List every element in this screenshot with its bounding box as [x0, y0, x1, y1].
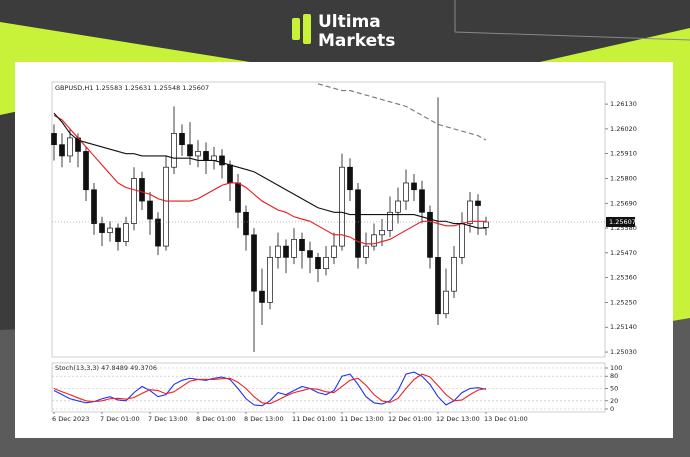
candle-body	[251, 234, 257, 292]
candle-body	[427, 211, 433, 258]
panel	[15, 62, 673, 438]
candle-body	[107, 227, 113, 233]
x-tick-label: 7 Dec 01:00	[100, 415, 140, 423]
candle-body	[163, 166, 169, 247]
candle-body	[475, 200, 481, 206]
candle-body	[203, 151, 209, 161]
candle-body	[395, 200, 401, 213]
line	[53, 114, 486, 245]
y-tick-label: 80	[610, 372, 618, 380]
candle-body	[83, 151, 89, 191]
candle-body	[115, 227, 121, 242]
y-tick-label: 1.25140	[610, 323, 637, 331]
candle-body	[299, 238, 305, 251]
candle-body	[123, 223, 129, 242]
candle-body	[243, 211, 249, 236]
candle-body	[267, 257, 273, 303]
x-tick-label: 12 Dec 13:00	[436, 415, 480, 423]
y-tick-label: 1.25250	[610, 298, 637, 306]
x-tick-label: 8 Dec 01:00	[196, 415, 236, 423]
x-tick-label: 11 Dec 13:00	[340, 415, 384, 423]
candle-body	[411, 182, 417, 191]
candle-body	[67, 137, 73, 157]
candle-body	[347, 166, 353, 191]
y-tick-label: 1.25580	[610, 224, 637, 232]
x-tick-label: 8 Dec 13:00	[244, 415, 284, 423]
candle-body	[379, 229, 385, 236]
x-tick-label: 11 Dec 01:00	[292, 415, 336, 423]
candle-body	[131, 178, 137, 224]
x-tick-label: 7 Dec 13:00	[148, 415, 188, 423]
candle-body	[443, 290, 449, 315]
candle-body	[323, 257, 329, 269]
candle-body	[99, 223, 105, 233]
candle-body	[315, 257, 321, 269]
candle-body	[339, 166, 345, 247]
candle-body	[483, 221, 489, 228]
candle-body	[91, 189, 97, 224]
candle-body	[227, 164, 233, 184]
candle-body	[355, 189, 361, 258]
decor-line	[454, 0, 690, 41]
candle-body	[139, 178, 145, 202]
y-tick-label: 1.25470	[610, 249, 637, 257]
y-tick-label: 20	[610, 397, 618, 405]
y-tick-label: 1.25910	[610, 150, 637, 158]
price-frame	[51, 81, 606, 358]
candle-body	[51, 133, 57, 146]
line	[53, 373, 487, 405]
x-tick-label: 12 Dec 01:00	[388, 415, 432, 423]
candle-body	[195, 151, 201, 157]
candle-body	[371, 234, 377, 247]
candle-body	[187, 144, 193, 157]
last-price-label: 1.25607	[609, 218, 636, 226]
candle-body	[307, 250, 313, 258]
brand-text: Markets	[318, 31, 395, 51]
last-price-box	[606, 216, 635, 227]
brand-text: Ultima	[318, 12, 381, 32]
candle-body	[211, 155, 217, 161]
logo-bar	[303, 14, 311, 44]
x-tick-label: 13 Dec 01:00	[484, 415, 528, 423]
y-tick-label: 50	[610, 385, 618, 393]
y-tick-label: 1.26020	[610, 125, 637, 133]
y-tick-label: 1.25800	[610, 174, 637, 182]
candle-body	[387, 211, 393, 231]
candle-body	[155, 218, 161, 247]
candle-body	[291, 238, 297, 258]
candle-body	[363, 245, 369, 258]
candle-body	[331, 245, 337, 258]
y-tick-label: 1.26130	[610, 100, 637, 108]
logo: Ultima Markets	[292, 12, 395, 51]
logo-bar	[292, 18, 300, 40]
line	[317, 83, 487, 141]
line	[53, 112, 486, 229]
x-tick-label: 6 Dec 2023	[52, 415, 89, 423]
candle-body	[403, 182, 409, 202]
chart-title: GBPUSD,H1 1.25583 1.25631 1.25548 1.2560…	[55, 84, 209, 92]
candle-body	[451, 257, 457, 292]
candle-body	[435, 257, 441, 315]
stoch-frame	[51, 362, 606, 413]
candle-body	[171, 133, 177, 168]
y-tick-label: 1.25690	[610, 199, 637, 207]
y-tick-label: 0	[610, 405, 614, 413]
candle-body	[219, 155, 225, 166]
y-tick-label: 1.25360	[610, 274, 637, 282]
candle-body	[275, 245, 281, 258]
candle-body	[235, 182, 241, 213]
candle-body	[179, 133, 185, 146]
y-tick-label: 100	[610, 364, 622, 372]
candle-body	[147, 200, 153, 220]
line	[53, 371, 487, 407]
candle-body	[419, 189, 425, 213]
candle-body	[467, 200, 473, 224]
candle-body	[59, 144, 65, 157]
candle-body	[259, 290, 265, 303]
candle-body	[283, 245, 289, 258]
candle-body	[459, 223, 465, 258]
y-tick-label: 1.25030	[610, 348, 637, 356]
